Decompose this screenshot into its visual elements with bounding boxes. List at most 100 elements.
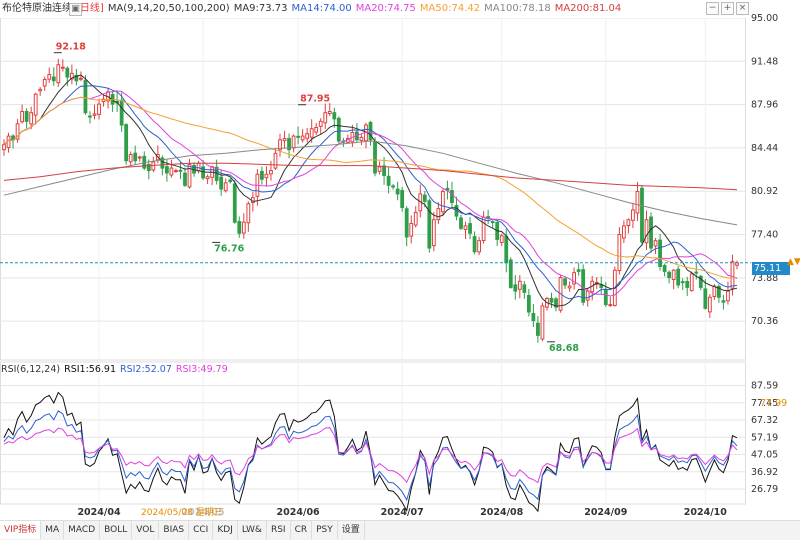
candle-body bbox=[603, 289, 608, 306]
candle-body bbox=[422, 194, 427, 202]
close-icon[interactable]: × bbox=[736, 2, 749, 15]
candle-body bbox=[377, 166, 382, 172]
tab-macd[interactable]: MACD bbox=[64, 521, 101, 539]
candle-body bbox=[463, 225, 468, 230]
candle-body bbox=[712, 285, 717, 297]
candle-body bbox=[644, 219, 649, 244]
candle-body bbox=[689, 273, 694, 291]
tab-vip[interactable]: VIP指标 bbox=[0, 521, 42, 539]
candle-body bbox=[504, 235, 509, 264]
price-tick-label: 77.40 bbox=[751, 230, 778, 241]
candle-body bbox=[187, 163, 192, 188]
candle-body bbox=[223, 182, 228, 192]
candle-body bbox=[128, 154, 133, 163]
extreme-value-label: 76.76 bbox=[214, 243, 244, 254]
candle-body bbox=[42, 79, 47, 87]
candle-body bbox=[24, 111, 29, 122]
candle-body bbox=[481, 216, 486, 242]
period-label[interactable]: [日线] bbox=[76, 3, 104, 14]
candle-body bbox=[717, 285, 721, 298]
rsi-tick-label: 87.59 bbox=[751, 381, 778, 392]
rsi-line-rsi1 bbox=[3, 391, 738, 513]
candle-body bbox=[101, 98, 106, 103]
ma200-value: MA200:81.04 bbox=[554, 3, 622, 14]
x-tick-label: 2024/07 bbox=[381, 507, 424, 518]
candle-body bbox=[205, 176, 210, 180]
ma200-line bbox=[3, 162, 738, 191]
candle-body bbox=[508, 259, 513, 288]
ma50-line bbox=[3, 96, 738, 279]
rsi-config-label[interactable]: RSI(6,12,24) bbox=[1, 364, 61, 375]
candle-body bbox=[169, 167, 174, 176]
candle-body bbox=[323, 112, 328, 124]
maximize-icon[interactable]: + bbox=[721, 2, 734, 15]
candle-body bbox=[318, 120, 323, 127]
candle-body bbox=[680, 281, 685, 284]
candle-body bbox=[56, 64, 61, 84]
candle-body bbox=[88, 115, 92, 118]
candle-body bbox=[472, 236, 477, 253]
tab-psy[interactable]: PSY bbox=[312, 521, 338, 539]
candle-body bbox=[160, 157, 165, 169]
candle-body bbox=[60, 66, 65, 69]
candle-body bbox=[291, 135, 296, 149]
price-tick-label: 80.92 bbox=[751, 186, 778, 197]
x-tick-label: 2024/06 bbox=[277, 507, 321, 518]
tab-cr[interactable]: CR bbox=[291, 521, 313, 539]
ma9-line bbox=[3, 74, 738, 307]
price-tick-label: 70.36 bbox=[751, 316, 778, 327]
ma-config-label[interactable]: MA(9,14,20,50,100,200) bbox=[107, 3, 230, 14]
rsi-tick-label: 47.05 bbox=[751, 450, 778, 461]
candle-body bbox=[119, 99, 124, 126]
candle-body bbox=[640, 187, 644, 243]
candle-body bbox=[499, 235, 504, 243]
candle-body bbox=[517, 280, 522, 290]
price-tick-label: 73.88 bbox=[751, 273, 778, 284]
candle-body bbox=[585, 290, 590, 301]
candle-body bbox=[273, 152, 278, 169]
rsi3-value: RSI3:49.79 bbox=[175, 364, 228, 375]
tab-settings[interactable]: 设置 bbox=[338, 521, 365, 539]
candle-body bbox=[305, 133, 310, 139]
candle-body bbox=[51, 76, 56, 82]
ma14-value: MA14:74.00 bbox=[291, 3, 352, 14]
candle-body bbox=[658, 239, 662, 268]
minimize-icon[interactable]: − bbox=[706, 2, 719, 15]
candle-body bbox=[703, 288, 708, 309]
candle-body bbox=[576, 269, 581, 272]
tab-lw[interactable]: LW& bbox=[238, 521, 267, 539]
rsi1-value: RSI1:56.91 bbox=[64, 364, 116, 375]
rsi-line-rsi2 bbox=[3, 410, 738, 502]
ma9-value: MA9:73.73 bbox=[233, 3, 288, 14]
candle-body bbox=[65, 67, 70, 78]
candle-body bbox=[373, 140, 377, 174]
candle-body bbox=[721, 300, 726, 303]
ma14-line bbox=[3, 85, 738, 300]
tab-kdj[interactable]: KDJ bbox=[213, 521, 238, 539]
tab-boll[interactable]: BOLL bbox=[100, 521, 133, 539]
settings-icon[interactable]: ▣ bbox=[69, 3, 82, 16]
rsi-tick-label: 67.32 bbox=[751, 415, 778, 426]
candle-body bbox=[459, 217, 463, 229]
candle-body bbox=[287, 138, 291, 151]
tab-cci[interactable]: CCI bbox=[189, 521, 214, 539]
tab-ma[interactable]: MA bbox=[41, 521, 65, 539]
candle-body bbox=[563, 278, 567, 286]
dropdown-icon[interactable]: ▲▼ bbox=[787, 257, 800, 267]
price-tick-label: 95.00 bbox=[751, 13, 778, 24]
tab-rsi[interactable]: RSI bbox=[267, 521, 291, 539]
price-tick-label: 84.44 bbox=[751, 143, 778, 154]
candle-body bbox=[327, 110, 332, 114]
candle-body bbox=[409, 222, 414, 237]
candle-body bbox=[79, 77, 83, 80]
tab-vol[interactable]: VOL bbox=[132, 521, 160, 539]
candle-body bbox=[726, 290, 730, 302]
candle-body bbox=[450, 190, 454, 204]
tab-bias[interactable]: BIAS bbox=[159, 521, 190, 539]
candle-body bbox=[572, 272, 577, 285]
candle-body bbox=[445, 187, 450, 191]
candle-body bbox=[264, 173, 269, 179]
candle-body bbox=[33, 93, 38, 116]
candle-body bbox=[69, 72, 74, 80]
